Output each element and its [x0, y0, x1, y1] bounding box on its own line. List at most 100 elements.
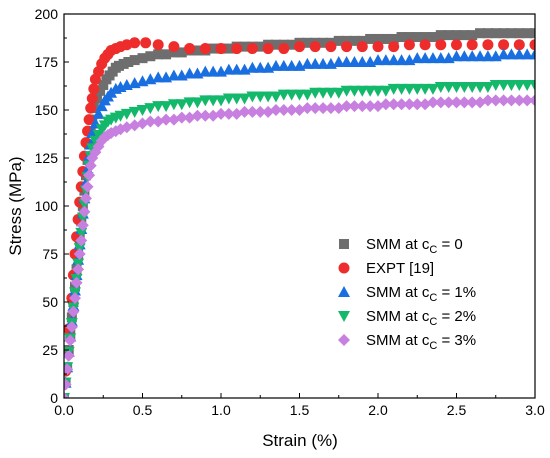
data-point: [513, 94, 526, 107]
legend-label: SMM at cC = 2%: [366, 308, 476, 328]
data-point: [419, 83, 432, 95]
data-point: [317, 87, 330, 99]
data-point: [76, 219, 89, 232]
data-point: [262, 91, 275, 103]
data-point: [222, 63, 235, 75]
data-point: [475, 28, 486, 39]
data-point: [427, 32, 438, 43]
data-point: [254, 61, 267, 73]
data-point: [207, 65, 220, 77]
data-point: [458, 50, 471, 62]
data-point: [309, 102, 322, 115]
data-point: [419, 52, 432, 64]
data-point: [459, 30, 470, 41]
data-point: [73, 248, 86, 260]
data-point: [183, 67, 196, 79]
data-point: [215, 107, 227, 120]
data-point: [175, 99, 188, 111]
data-point: [199, 95, 212, 107]
data-point: [348, 100, 361, 113]
data-point: [451, 30, 462, 41]
data-point: [505, 48, 518, 60]
data-point: [466, 96, 479, 109]
data-point: [349, 35, 360, 46]
data-point: [325, 41, 337, 53]
data-point: [356, 85, 369, 97]
data-point: [348, 85, 361, 97]
data-point: [199, 65, 212, 77]
data-point: [435, 30, 446, 41]
data-point: [442, 96, 455, 109]
data-point: [514, 28, 525, 39]
data-point: [84, 159, 97, 172]
data-point: [372, 85, 384, 97]
data-point: [513, 48, 526, 60]
data-point: [277, 59, 290, 71]
data-point: [168, 41, 180, 53]
data-point: [530, 28, 535, 39]
legend-label: SMM at cC = 3%: [366, 332, 476, 352]
data-point: [443, 30, 454, 41]
data-point: [270, 39, 281, 50]
data-point: [160, 101, 173, 113]
y-axis-title: Stress (MPa): [6, 156, 25, 255]
data-point: [153, 49, 164, 60]
data-point: [176, 47, 187, 58]
data-point: [277, 89, 290, 101]
data-point: [191, 97, 204, 109]
data-point: [458, 81, 471, 93]
data-point: [246, 91, 259, 103]
data-markers: [64, 28, 535, 398]
data-point: [340, 56, 353, 67]
data-point: [277, 104, 290, 116]
data-point: [254, 91, 267, 103]
data-point: [396, 32, 407, 43]
data-point: [356, 100, 369, 113]
data-point: [144, 103, 157, 115]
data-point: [286, 39, 297, 50]
data-point: [238, 93, 251, 105]
series-2: [64, 37, 535, 377]
data-point: [379, 85, 392, 97]
data-point: [403, 39, 415, 51]
data-point: [285, 89, 298, 101]
legend-marker: [339, 239, 349, 249]
data-point: [152, 39, 164, 51]
legend-item: SMM at cC = 2%: [338, 308, 476, 328]
data-point: [434, 81, 447, 93]
data-point: [145, 51, 156, 62]
x-tick-label: 1.5: [290, 402, 310, 418]
data-point: [246, 43, 258, 55]
data-point: [140, 37, 152, 49]
data-point: [332, 56, 345, 67]
legend-item: SMM at cC = 3%: [338, 332, 476, 352]
data-point: [341, 41, 353, 53]
data-point: [442, 81, 455, 93]
data-point: [412, 32, 423, 43]
data-point: [199, 109, 212, 122]
data-point: [497, 48, 510, 60]
data-point: [340, 100, 353, 113]
data-point: [301, 102, 314, 115]
y-tick-label: 175: [35, 54, 59, 70]
data-point: [419, 39, 431, 51]
data-point: [324, 102, 337, 115]
data-point: [223, 43, 234, 54]
data-point: [70, 276, 83, 289]
data-point: [92, 107, 105, 119]
data-point: [411, 52, 424, 64]
data-point: [450, 81, 463, 93]
data-point: [481, 50, 494, 62]
x-tick-label: 0.0: [54, 402, 74, 418]
data-point: [302, 37, 313, 48]
data-point: [482, 39, 494, 51]
data-point: [411, 98, 424, 111]
legend-item: EXPT [19]: [338, 260, 434, 277]
data-point: [128, 106, 141, 118]
data-point: [373, 33, 383, 44]
data-point: [529, 94, 535, 107]
data-point: [498, 39, 510, 51]
data-point: [269, 91, 282, 103]
data-point: [395, 98, 408, 111]
data-point: [137, 53, 148, 64]
